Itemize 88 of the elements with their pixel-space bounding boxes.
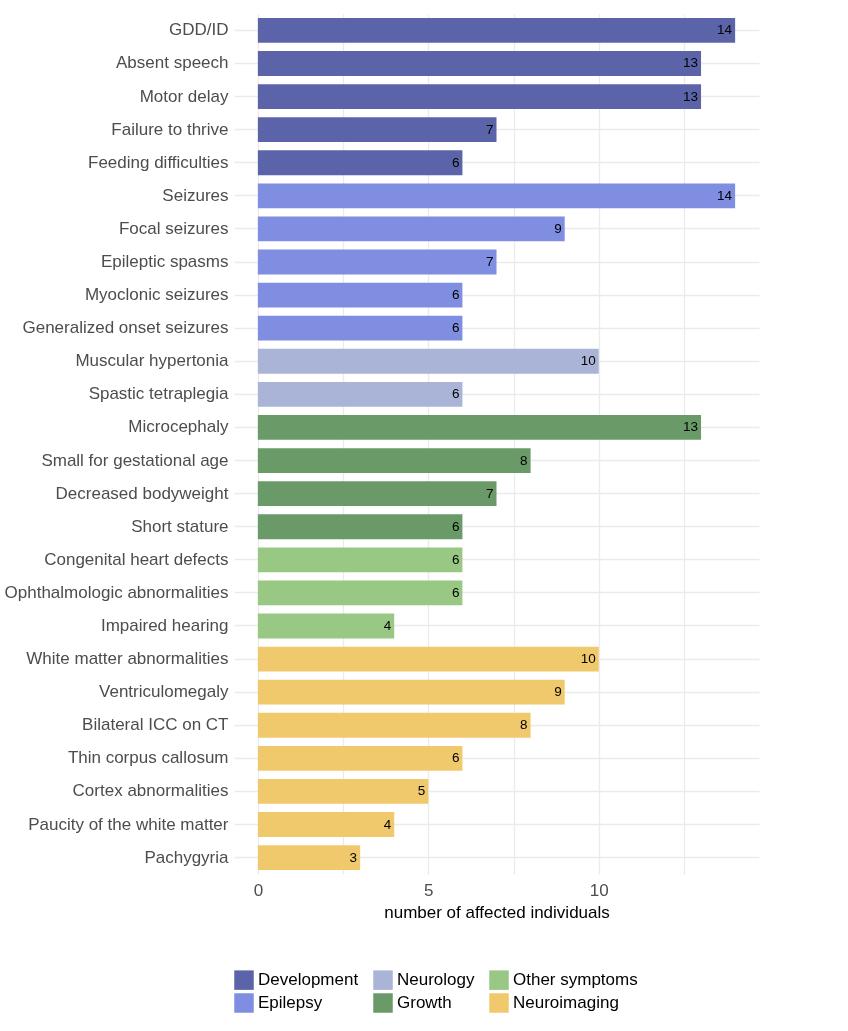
x-tick-label: 0 [253, 880, 264, 900]
legend-label: Development [258, 970, 359, 990]
bar [257, 183, 736, 209]
bar [257, 150, 463, 176]
y-tick-label: Failure to thrive [111, 119, 229, 139]
data-label: 14 [717, 22, 733, 38]
bar [257, 216, 565, 242]
data-label: 14 [717, 187, 733, 203]
bar [257, 779, 429, 804]
y-tick-label: Muscular hypertonia [75, 351, 230, 371]
y-tick-label: Cortex abnormalities [72, 781, 229, 801]
data-label: 7 [485, 254, 494, 270]
y-tick-label: Ventriculomegaly [99, 682, 229, 702]
bar [257, 17, 736, 43]
data-label: 7 [485, 121, 494, 137]
bar [257, 51, 702, 76]
data-label: 6 [451, 518, 460, 534]
bar [257, 117, 497, 143]
data-label: 6 [451, 584, 460, 600]
data-label: 10 [580, 651, 596, 667]
y-tick-label: Bilateral ICC on CT [82, 715, 229, 735]
data-label: 5 [417, 783, 426, 799]
legend-label: Neuroimaging [513, 993, 619, 1012]
bar [257, 547, 463, 573]
y-tick-label: Decreased bodyweight [55, 483, 229, 503]
y-tick-label: Generalized onset seizures [22, 318, 229, 338]
bar [257, 745, 463, 771]
bar [257, 812, 395, 837]
bar [257, 249, 497, 275]
y-tick-label: Seizures [162, 185, 229, 205]
y-tick-label: Motor delay [139, 86, 229, 106]
y-tick-label: GDD/ID [169, 20, 229, 40]
y-tick-label: Congenital heart defects [44, 549, 229, 569]
legend-label: Other symptoms [513, 970, 638, 990]
y-tick-label: Impaired hearing [100, 615, 229, 635]
legend-label: Growth [397, 993, 452, 1012]
bar [257, 348, 599, 374]
y-tick-label: Short stature [131, 516, 229, 536]
x-tick-label: 10 [589, 880, 609, 900]
y-tick-label: Spastic tetraplegia [88, 384, 230, 404]
bar [257, 845, 361, 871]
y-tick-label: Small for gestational age [41, 450, 229, 470]
data-label: 9 [554, 684, 562, 700]
y-tick-label: Focal seizures [118, 218, 229, 238]
bar [257, 282, 463, 308]
data-label: 8 [520, 452, 528, 468]
y-tick-label: Ophthalmologic abnormalities [4, 582, 229, 602]
data-label: 6 [451, 386, 460, 402]
bar [257, 613, 395, 639]
data-label: 8 [520, 717, 528, 733]
y-tick-label: Thin corpus callosum [67, 748, 229, 768]
data-label: 4 [383, 617, 392, 633]
y-tick-label: Absent speech [116, 53, 229, 73]
data-label: 7 [485, 485, 494, 501]
bar [257, 646, 599, 672]
data-label: 13 [683, 88, 699, 104]
bar [257, 315, 463, 341]
x-axis-title: number of affected individuals [384, 902, 610, 922]
data-label: 6 [451, 750, 460, 766]
data-label: 3 [349, 849, 358, 865]
y-tick-label: Pachygyria [144, 847, 230, 867]
bar [257, 679, 565, 705]
y-tick-label: Feeding difficulties [88, 152, 229, 172]
data-label: 13 [683, 419, 699, 435]
bar [257, 381, 463, 407]
bar [257, 580, 463, 606]
data-label: 6 [451, 551, 460, 567]
data-label: 6 [451, 287, 460, 303]
y-tick-label: Microcephaly [128, 417, 229, 437]
data-label: 9 [554, 220, 562, 236]
data-label: 13 [683, 55, 699, 71]
bar [257, 514, 463, 540]
bar [257, 712, 531, 738]
legend-label: Epilepsy [258, 993, 323, 1012]
legend-label: Neurology [397, 970, 475, 990]
data-label: 6 [451, 320, 460, 336]
data-label: 10 [580, 353, 596, 369]
y-tick-label: Myoclonic seizures [84, 285, 229, 305]
data-label: 6 [451, 154, 460, 170]
data-label: 4 [383, 816, 392, 832]
bar [257, 481, 497, 507]
bar [257, 84, 702, 109]
bar [257, 448, 531, 473]
x-tick-label: 5 [424, 880, 434, 900]
y-tick-label: Paucity of the white matter [28, 814, 229, 834]
bar [257, 415, 702, 440]
y-tick-label: White matter abnormalities [26, 649, 229, 669]
y-tick-label: Epileptic spasms [100, 252, 229, 272]
